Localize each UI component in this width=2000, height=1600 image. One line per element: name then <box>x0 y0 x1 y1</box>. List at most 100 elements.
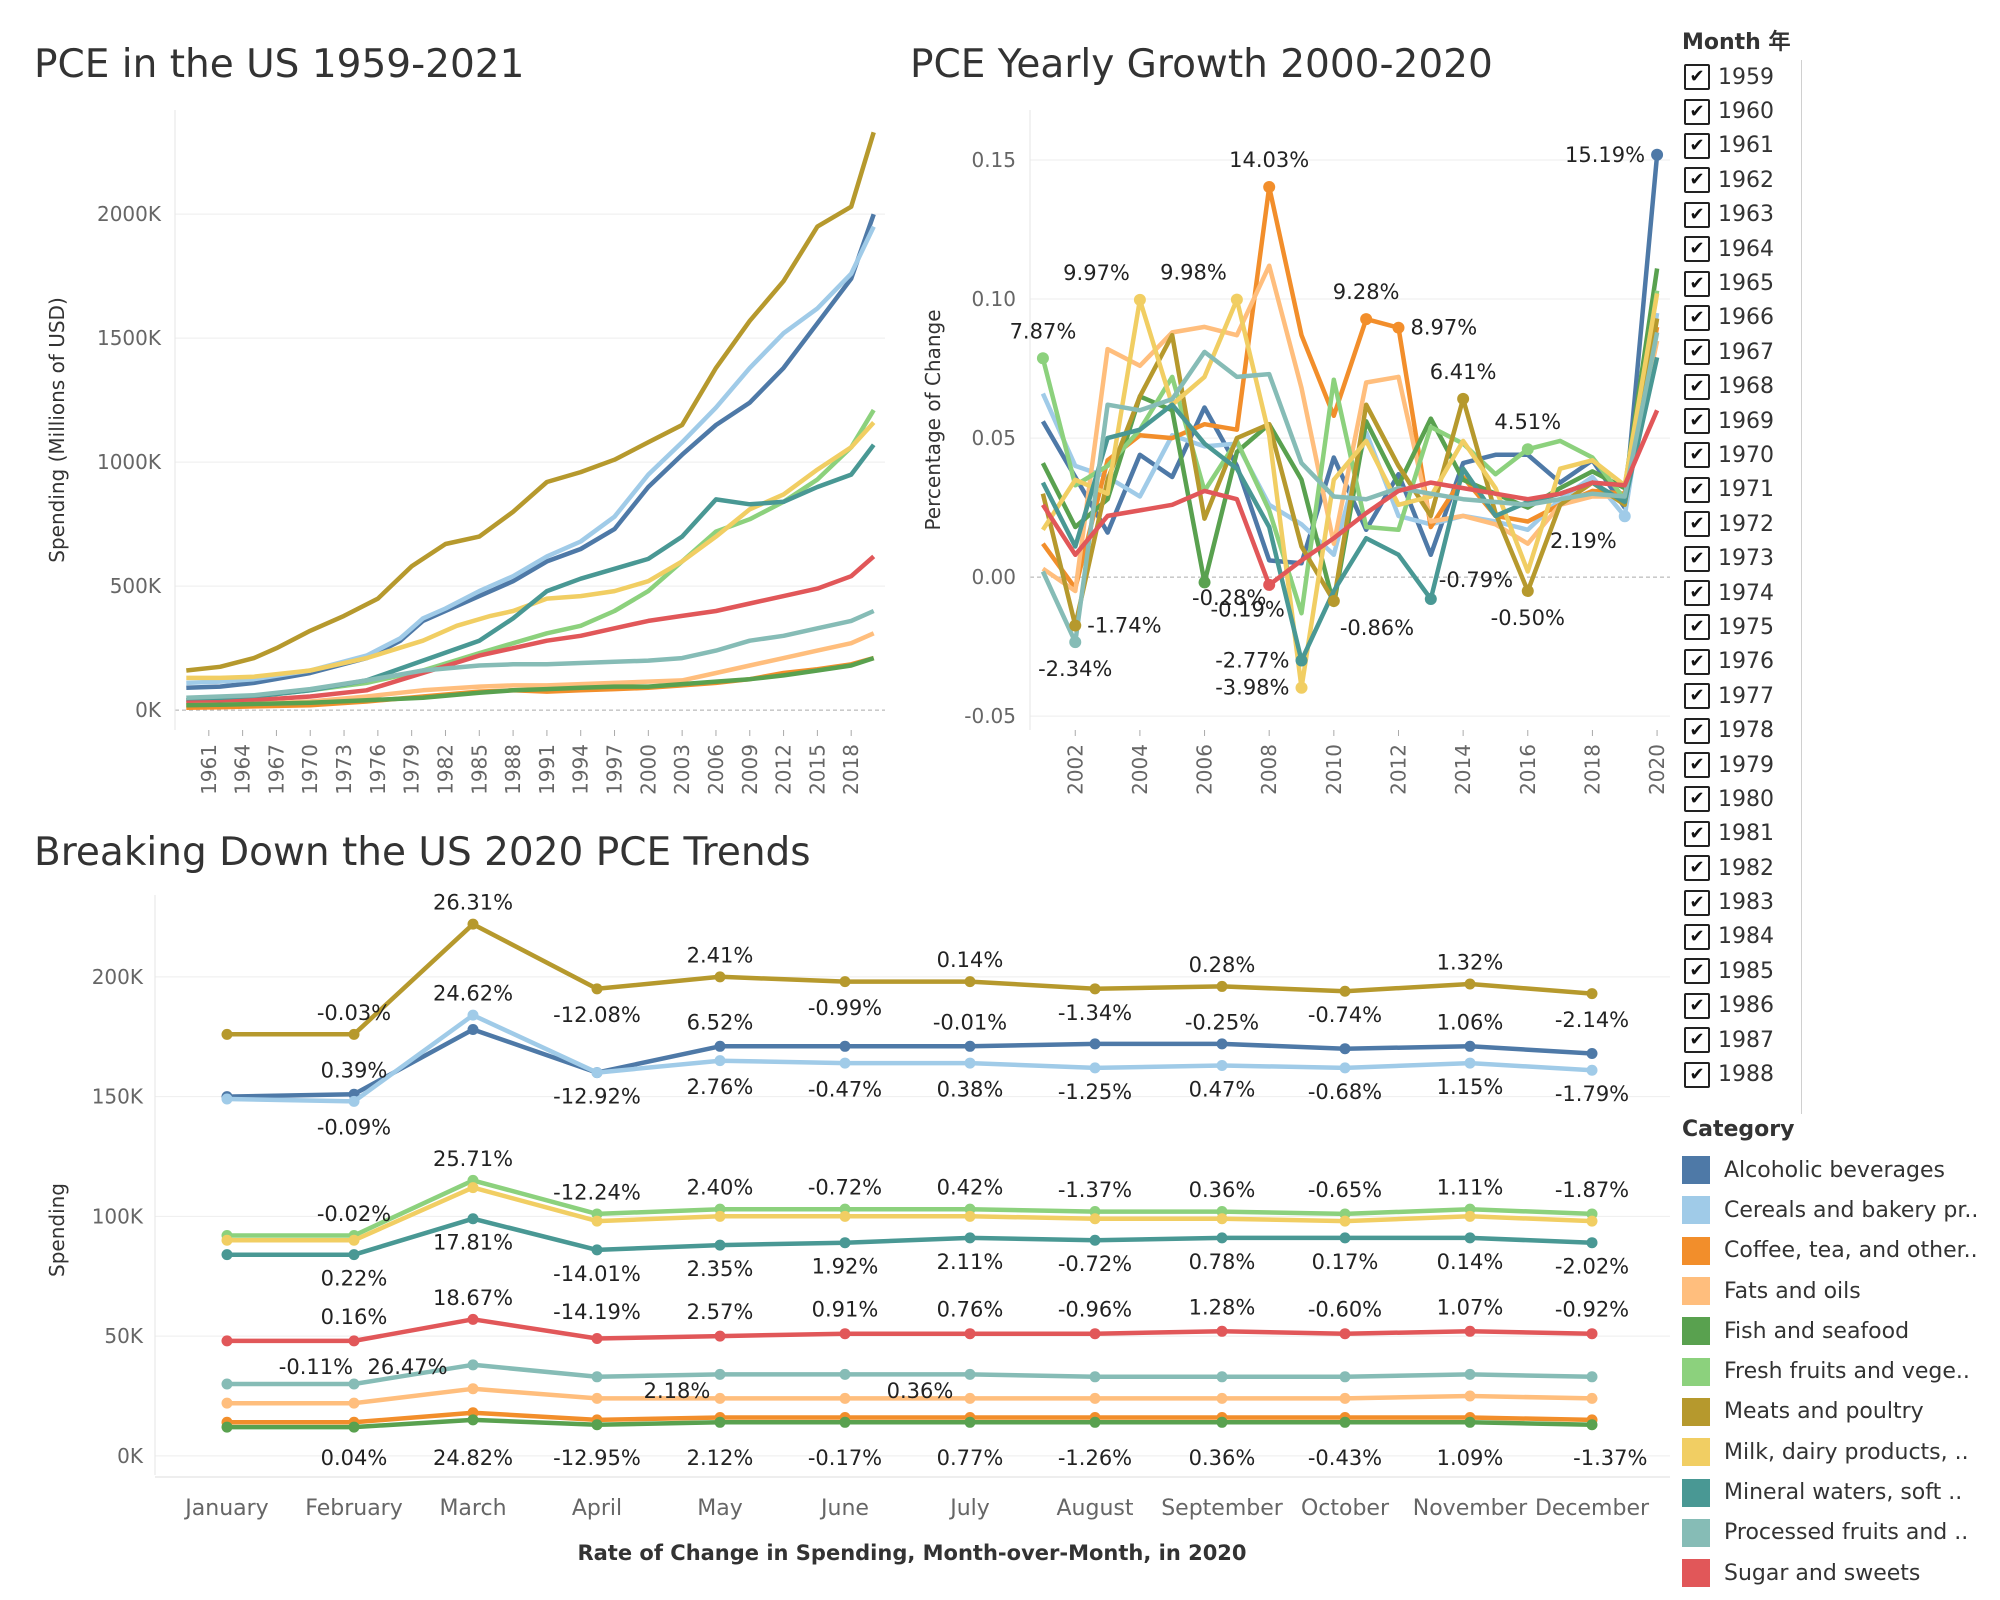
data-label: 1.11% <box>1437 1176 1504 1200</box>
checkbox-checked-icon[interactable]: ✔ <box>1684 476 1710 503</box>
checkbox-checked-icon[interactable]: ✔ <box>1684 855 1710 882</box>
legend-item-milk-dairy-products[interactable]: Milk, dairy products, .. <box>1682 1432 1992 1472</box>
checkbox-checked-icon[interactable]: ✔ <box>1684 958 1710 985</box>
checkbox-checked-icon[interactable]: ✔ <box>1684 786 1710 813</box>
filter-item-1974[interactable]: ✔ 1974 <box>1682 576 1801 610</box>
filter-item-label: 1988 <box>1718 1062 1774 1088</box>
series-line-milk-dairy-products <box>1041 293 1660 690</box>
checkbox-checked-icon[interactable]: ✔ <box>1684 545 1710 572</box>
checkbox-checked-icon[interactable]: ✔ <box>1684 683 1710 710</box>
series-line-fresh-fruits-and-vege <box>1040 290 1660 616</box>
legend-item-processed-fruits-and[interactable]: Processed fruits and .. <box>1682 1513 1992 1553</box>
legend-item-mineral-waters-soft[interactable]: Mineral waters, soft .. <box>1682 1472 1992 1512</box>
series-line-fresh-fruits-and-vege <box>227 1178 1593 1238</box>
filter-item-1966[interactable]: ✔ 1966 <box>1682 301 1801 335</box>
legend-item-label: Fresh fruits and vege.. <box>1724 1359 1970 1385</box>
checkbox-checked-icon[interactable]: ✔ <box>1684 64 1710 91</box>
filter-item-1978[interactable]: ✔ 1978 <box>1682 713 1801 747</box>
x-tick-label: 2014 <box>1451 744 1475 795</box>
checkbox-checked-icon[interactable]: ✔ <box>1684 304 1710 331</box>
filter-item-1979[interactable]: ✔ 1979 <box>1682 748 1801 782</box>
filter-item-1962[interactable]: ✔ 1962 <box>1682 163 1801 197</box>
checkbox-checked-icon[interactable]: ✔ <box>1684 511 1710 538</box>
filter-item-1967[interactable]: ✔ 1967 <box>1682 335 1801 369</box>
filter-item-1960[interactable]: ✔ 1960 <box>1682 94 1801 128</box>
data-label: -0.19% <box>1211 597 1285 621</box>
series-point <box>221 1421 233 1433</box>
legend-item-alcoholic-beverages[interactable]: Alcoholic beverages <box>1682 1150 1992 1190</box>
checkbox-checked-icon[interactable]: ✔ <box>1684 717 1710 744</box>
checkbox-checked-icon[interactable]: ✔ <box>1684 201 1710 228</box>
checkbox-checked-icon[interactable]: ✔ <box>1684 373 1710 400</box>
data-label: 0.36% <box>1189 1178 1256 1202</box>
data-label: 1.92% <box>812 1255 879 1279</box>
filter-item-1970[interactable]: ✔ 1970 <box>1682 438 1801 472</box>
filter-item-1980[interactable]: ✔ 1980 <box>1682 782 1801 816</box>
series-point <box>1464 1057 1476 1069</box>
series-line-alcoholic-beverages <box>186 213 876 691</box>
filter-item-1984[interactable]: ✔ 1984 <box>1682 920 1801 954</box>
checkbox-checked-icon[interactable]: ✔ <box>1684 132 1710 159</box>
legend-item-meats-and-poultry[interactable]: Meats and poultry <box>1682 1392 1992 1432</box>
filter-item-1986[interactable]: ✔ 1986 <box>1682 989 1801 1023</box>
legend-item-sugar-and-sweets[interactable]: Sugar and sweets <box>1682 1553 1992 1593</box>
checkbox-checked-icon[interactable]: ✔ <box>1684 580 1710 607</box>
checkbox-checked-icon[interactable]: ✔ <box>1684 236 1710 263</box>
data-label: 2.57% <box>687 1300 754 1324</box>
series-point <box>348 1335 360 1347</box>
checkbox-checked-icon[interactable]: ✔ <box>1684 923 1710 950</box>
data-label: 2.19% <box>1550 529 1617 553</box>
checkbox-checked-icon[interactable]: ✔ <box>1684 752 1710 778</box>
filter-item-1975[interactable]: ✔ 1975 <box>1682 610 1801 644</box>
legend-item-fats-and-oils[interactable]: Fats and oils <box>1682 1271 1992 1311</box>
filter-item-1985[interactable]: ✔ 1985 <box>1682 954 1801 988</box>
checkbox-checked-icon[interactable]: ✔ <box>1684 167 1710 194</box>
filter-item-1964[interactable]: ✔ 1964 <box>1682 232 1801 266</box>
filter-item-1963[interactable]: ✔ 1963 <box>1682 198 1801 232</box>
filter-item-label: 1965 <box>1718 271 1774 297</box>
x-tick-label: March <box>439 1496 506 1521</box>
checkbox-checked-icon[interactable]: ✔ <box>1684 992 1710 1019</box>
filter-item-1982[interactable]: ✔ 1982 <box>1682 851 1801 885</box>
legend-item-coffee-tea-and-other[interactable]: Coffee, tea, and other.. <box>1682 1231 1992 1271</box>
checkbox-checked-icon[interactable]: ✔ <box>1684 820 1710 847</box>
series-line-meats-and-poultry <box>227 921 1593 1037</box>
filter-item-1969[interactable]: ✔ 1969 <box>1682 404 1801 438</box>
filter-item-1976[interactable]: ✔ 1976 <box>1682 645 1801 679</box>
filter-item-1968[interactable]: ✔ 1968 <box>1682 370 1801 404</box>
filter-item-1972[interactable]: ✔ 1972 <box>1682 507 1801 541</box>
data-label: 2.11% <box>937 1250 1004 1274</box>
series-point <box>1216 1038 1228 1050</box>
checkbox-checked-icon[interactable]: ✔ <box>1684 98 1710 125</box>
data-label: 0.91% <box>812 1298 879 1322</box>
filter-item-1988[interactable]: ✔ 1988 <box>1682 1057 1801 1091</box>
checkbox-checked-icon[interactable]: ✔ <box>1684 408 1710 435</box>
checkbox-checked-icon[interactable]: ✔ <box>1684 270 1710 297</box>
series-point <box>591 1067 603 1079</box>
filter-item-1981[interactable]: ✔ 1981 <box>1682 817 1801 851</box>
checkbox-checked-icon[interactable]: ✔ <box>1684 889 1710 916</box>
checkbox-checked-icon[interactable]: ✔ <box>1684 648 1710 675</box>
checkbox-checked-icon[interactable]: ✔ <box>1684 1027 1710 1054</box>
filter-item-1961[interactable]: ✔ 1961 <box>1682 129 1801 163</box>
filter-item-1977[interactable]: ✔ 1977 <box>1682 679 1801 713</box>
series-line-coffee-tea-and-other <box>186 655 875 710</box>
month-filter-list[interactable]: ✔ 1959 ✔ 1960 ✔ 1961 ✔ 1962 ✔ 1963 ✔ 1964 ✔ 1965 ✔ 1966… <box>1682 60 1802 1114</box>
filter-item-1983[interactable]: ✔ 1983 <box>1682 885 1801 919</box>
legend-item-fish-and-seafood[interactable]: Fish and seafood <box>1682 1311 1992 1351</box>
checkbox-checked-icon[interactable]: ✔ <box>1684 442 1710 469</box>
filter-item-1971[interactable]: ✔ 1971 <box>1682 473 1801 507</box>
data-label: 2.76% <box>687 1075 754 1099</box>
filter-item-1987[interactable]: ✔ 1987 <box>1682 1023 1801 1057</box>
filter-item-1959[interactable]: ✔ 1959 <box>1682 60 1801 94</box>
legend-item-cereals-and-bakery-pr[interactable]: Cereals and bakery pr.. <box>1682 1190 1992 1230</box>
checkbox-checked-icon[interactable]: ✔ <box>1684 339 1710 366</box>
legend-item-fresh-fruits-and-vege[interactable]: Fresh fruits and vege.. <box>1682 1351 1992 1391</box>
series-point <box>1586 1371 1598 1383</box>
filter-item-1973[interactable]: ✔ 1973 <box>1682 541 1801 575</box>
filter-item-1965[interactable]: ✔ 1965 <box>1682 266 1801 300</box>
checkbox-checked-icon[interactable]: ✔ <box>1684 1061 1710 1088</box>
series-point <box>467 1313 479 1325</box>
checkbox-checked-icon[interactable]: ✔ <box>1684 614 1710 641</box>
